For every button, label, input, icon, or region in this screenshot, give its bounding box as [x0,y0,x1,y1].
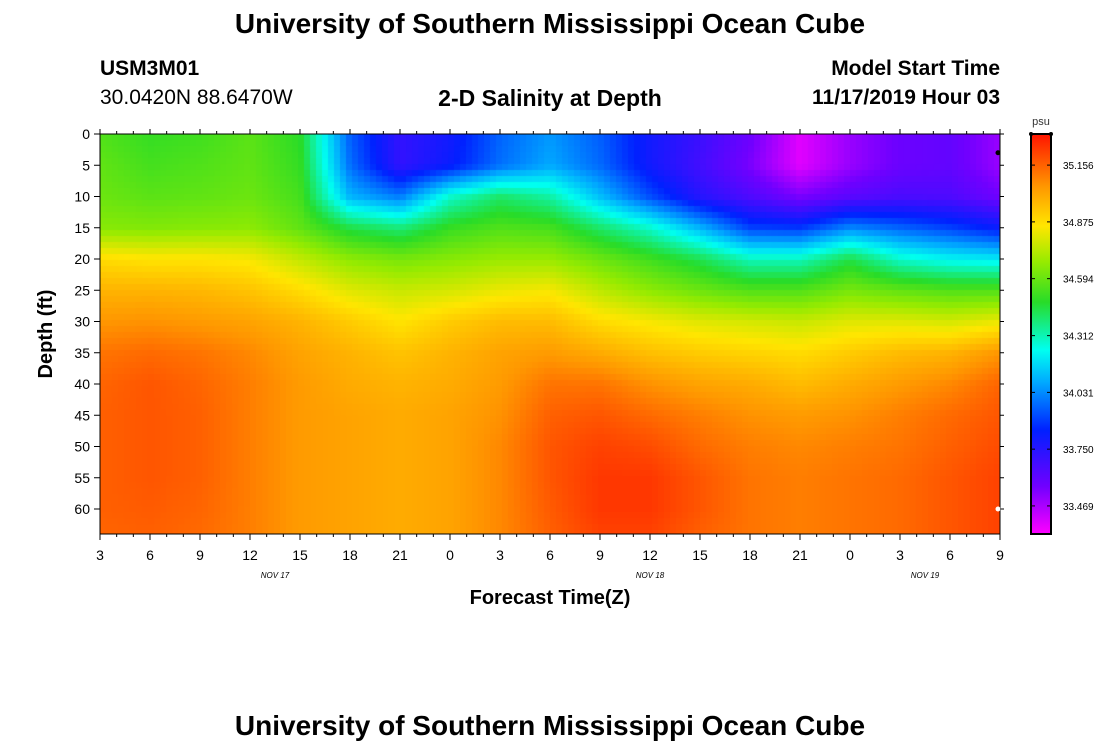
x-tick-label: 9 [196,547,204,563]
y-tick-label: 15 [74,220,90,236]
x-tick-label: 15 [692,547,708,563]
x-tick-label: 6 [546,547,554,563]
x-tick-label: 12 [642,547,658,563]
salinity-heatmap [100,134,1000,534]
colorbar-tick-label: 34.594 [1063,275,1094,286]
x-tick-label: 0 [846,547,854,563]
y-tick-label: 50 [74,439,90,455]
y-tick-label: 40 [74,376,90,392]
x-tick-label: 12 [242,547,258,563]
y-tick-label: 20 [74,251,90,267]
day-label: NOV 18 [636,571,665,580]
x-tick-label: 6 [946,547,954,563]
plot-border [99,133,1001,535]
y-tick-label: 10 [74,189,90,205]
footer-title: University of Southern Mississippi Ocean… [234,710,866,741]
x-tick-label: 21 [392,547,408,563]
x-tick-label: 15 [292,547,308,563]
y-tick-label: 55 [74,470,90,486]
x-tick-label: 6 [146,547,154,563]
x-tick-label: 18 [742,547,758,563]
x-tick-label: 3 [96,547,104,563]
colorbar-corner [1049,132,1053,136]
edge-marker [995,150,1001,156]
x-tick-label: 3 [496,547,504,563]
y-tick-label: 60 [74,501,90,517]
page-title: University of Southern Mississippi Ocean… [234,8,866,39]
colorbar-tick-label: 34.312 [1063,332,1094,343]
model-start-label: Model Start Time [831,57,1000,80]
y-tick-label: 45 [74,407,90,423]
x-tick-label: 9 [996,547,1004,563]
day-label: NOV 19 [911,571,940,580]
y-axis-label: Depth (ft) [35,290,57,379]
x-tick-label: 21 [792,547,808,563]
edge-marker [995,506,1001,512]
x-tick-label: 0 [446,547,454,563]
colorbar-tick-label: 33.469 [1063,502,1094,513]
station-coordinates: 30.0420N 88.6470W [100,86,293,109]
x-tick-label: 18 [342,547,358,563]
station-id: USM3M01 [100,57,200,80]
y-tick-label: 25 [74,282,90,298]
colorbar-unit: psu [1032,116,1050,128]
colorbar-scale [1030,133,1052,535]
y-tick-label: 5 [82,157,90,173]
colorbar-corner [1029,132,1033,136]
y-tick-label: 35 [74,345,90,361]
colorbar-tick-label: 33.750 [1063,445,1094,456]
y-tick-label: 0 [82,126,90,142]
colorbar-tick-label: 34.031 [1063,388,1094,399]
x-tick-label: 3 [896,547,904,563]
x-tick-label: 9 [596,547,604,563]
plot-title: 2-D Salinity at Depth [438,85,662,111]
y-tick-label: 30 [74,314,90,330]
day-label: NOV 17 [261,571,290,580]
model-start-value: 11/17/2019 Hour 03 [812,86,1000,109]
colorbar-tick-label: 35.156 [1063,161,1094,172]
x-axis-label: Forecast Time(Z) [470,587,631,609]
colorbar-tick-label: 34.875 [1063,218,1094,229]
